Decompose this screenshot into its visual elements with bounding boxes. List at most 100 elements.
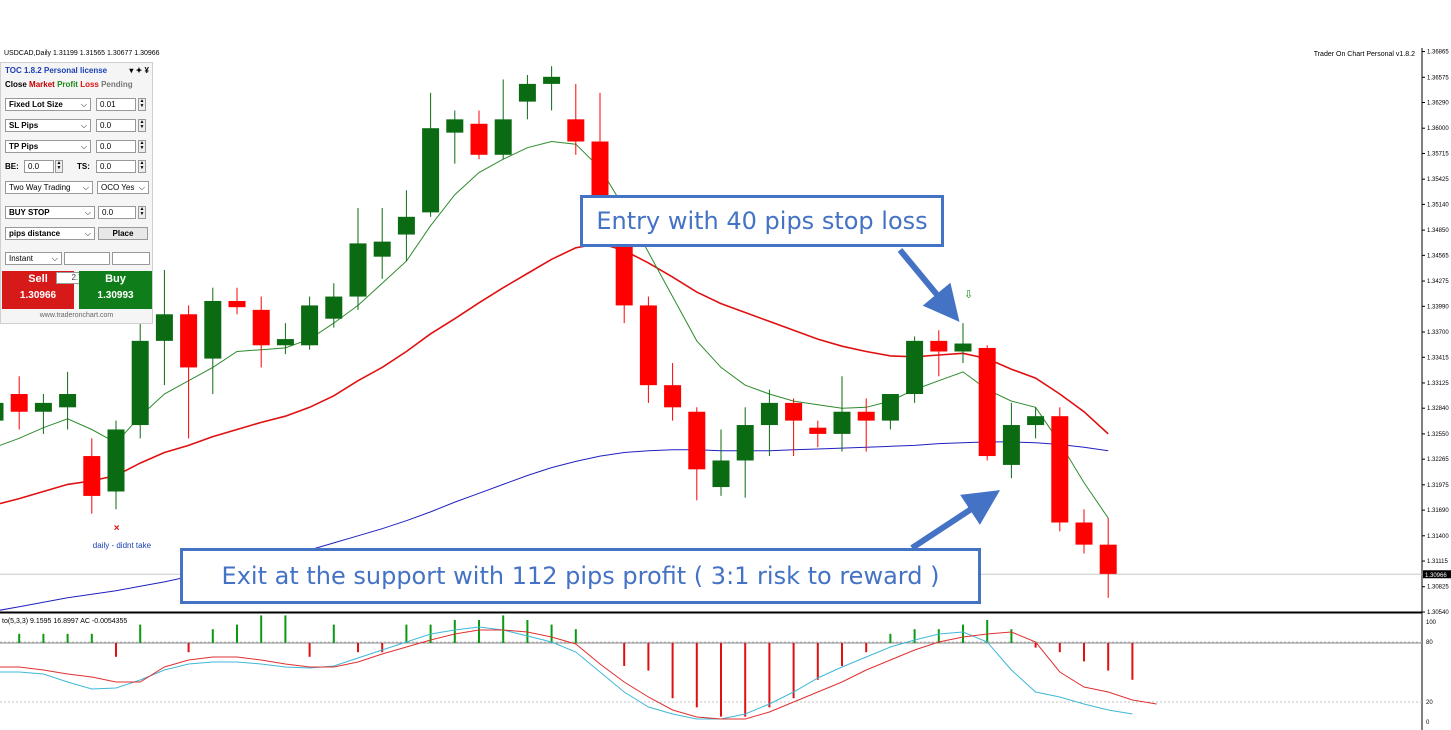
entry-callout: Entry with 40 pips stop loss [580,195,944,247]
exec-mode-select[interactable]: Instant ⌵ [5,252,62,265]
tab-close[interactable]: Close [5,80,27,89]
chevron-down-icon: ⌵ [51,254,58,263]
candle-body [1099,544,1117,574]
tab-loss[interactable]: Loss [80,80,99,89]
price-tick-label: 1.33700 [1427,330,1449,336]
candle-body [664,385,682,408]
tp-mode-select[interactable]: TP Pips ⌵ [5,140,91,153]
trade-panel: TOC 1.8.2 Personal license ▾ ✦ ¥ Close M… [0,62,153,324]
price-tick-label: 1.31690 [1427,508,1449,514]
distance-mode-select[interactable]: pips distance ⌵ [5,227,95,240]
price-tick-label: 1.35425 [1427,177,1449,183]
tp-input[interactable]: 0.0 [96,140,136,153]
buy-button[interactable]: Buy 1.30993 [79,271,152,309]
chevron-down-icon: ⌵ [80,100,87,109]
candle-body [591,141,609,213]
candle-body [639,305,657,386]
candle-body [0,402,4,421]
price-tick-label: 1.35140 [1427,202,1449,208]
tab-profit[interactable]: Profit [57,80,78,89]
chevron-down-icon: ⌵ [80,121,87,130]
order-type-select[interactable]: BUY STOP ⌵ [5,206,95,219]
lot-size-input[interactable]: 0.01 [96,98,136,111]
price-tick-label: 1.31115 [1427,559,1448,565]
candle-body [494,119,512,155]
order-price-input[interactable]: 0.0 [98,206,136,219]
candle-body [155,314,173,341]
be-input[interactable]: 0.0 [24,160,54,173]
candle-body [833,411,851,434]
lot-mode-select[interactable]: Fixed Lot Size ⌵ [5,98,91,111]
candle-body [422,128,440,213]
be-label: BE: [5,162,19,171]
candle-body [857,411,875,421]
buy-label: Buy [105,273,126,285]
ts-input[interactable]: 0.0 [96,160,136,173]
panel-window-icons[interactable]: ▾ ✦ ¥ [129,66,149,75]
trading-mode-value: Two Way Trading [9,183,71,192]
sl-mode-select[interactable]: SL Pips ⌵ [5,119,91,132]
tp-spinner-icon[interactable]: ▲ ▼ [138,140,146,153]
cross-marker-icon: × [114,523,120,534]
markers: × daily - didnt take ⇩ [93,288,973,550]
stoch-main-line [0,629,1157,720]
candle-body [10,394,28,412]
oco-select[interactable]: OCO Yes ⌵ [97,181,149,194]
ts-spinner-icon[interactable]: ▲ ▼ [138,160,146,173]
candle-body [518,83,536,102]
candle-body [131,340,149,426]
trading-mode-select[interactable]: Two Way Trading ⌵ [5,181,93,194]
candle-body [785,402,803,421]
price-tick-label: 1.33415 [1427,355,1449,361]
place-button[interactable]: Place [98,227,148,240]
toc-version-label: Trader On Chart Personal v1.8.2 [1313,51,1415,58]
candle-body [83,456,101,496]
exit-callout: Exit at the support with 112 pips profit… [180,548,981,604]
current-price-label: 1.30966 [1425,573,1447,579]
candle-body [712,460,730,488]
website-link[interactable]: www.traderonchart.com [39,312,114,319]
candles [0,66,1117,598]
candle-body [1027,416,1045,426]
sl-spinner-icon[interactable]: ▲ ▼ [138,119,146,132]
candle-body [543,76,561,84]
sl-input[interactable]: 0.0 [96,119,136,132]
candle-body [881,394,899,421]
price-tick-label: 1.32840 [1427,406,1449,412]
price-axis: 1.36865 1.36575 1.36290 1.36000 1.35715 1.354… [0,48,1451,730]
daily-note: daily - didnt take [93,541,152,550]
candle-body [978,347,996,457]
oco-value: OCO Yes [101,183,135,192]
chevron-down-icon: ⌵ [82,183,89,192]
candle-body [34,402,52,412]
candle-body [180,314,198,368]
tab-pending[interactable]: Pending [101,80,133,89]
price-tick-label: 1.33125 [1427,381,1449,387]
candle-body [930,340,948,352]
ts-label: TS: [77,162,90,171]
price-tick-label: 1.30825 [1427,585,1449,591]
price-tick-label: 1.34850 [1427,228,1449,234]
price-tick-label: 1.34565 [1427,253,1449,259]
sell-extra-input[interactable] [64,252,110,265]
candle-body [760,402,778,426]
candle-body [373,241,391,257]
buy-extra-input[interactable] [112,252,150,265]
entry-arrow [897,248,960,322]
candle-body [954,343,972,352]
current-price-box [1423,570,1451,579]
chevron-down-icon: ⌵ [84,208,91,217]
candle-body [809,427,827,434]
distance-mode-value: pips distance [9,229,61,238]
tab-market[interactable]: Market [29,80,55,89]
candle-body [301,305,319,346]
be-spinner-icon[interactable]: ▲ ▼ [55,160,63,173]
order-spinner-icon[interactable]: ▲ ▼ [138,206,146,219]
exit-arrow [910,490,1001,551]
candle-body [470,123,488,155]
up-arrow-marker-icon: ⇩ [964,288,973,301]
ma-mid-line [0,242,1109,505]
lot-spinner-icon[interactable]: ▲ ▼ [138,98,146,111]
chevron-down-icon: ⌵ [84,229,91,238]
